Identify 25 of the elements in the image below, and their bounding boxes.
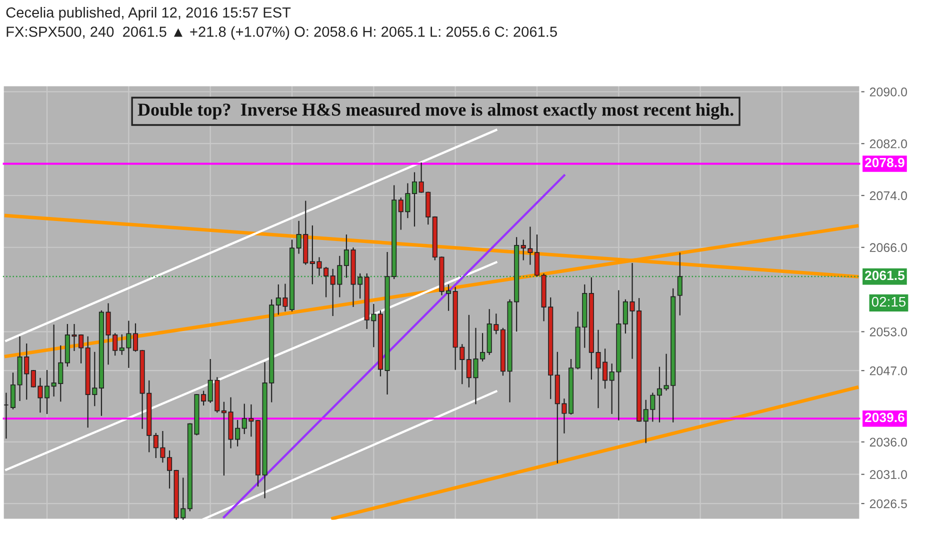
y-tick-label: 2047.0 (870, 366, 908, 376)
candlestick (446, 284, 452, 311)
candlestick (534, 234, 540, 276)
chart-title: Cecelia published, April 12, 2016 15:57 EST (6, 6, 291, 21)
chart-subtitle: FX:SPX500, 240 2061.5 ▲ +21.8 (+1.07%) O: 2058.6 H: 2065.1 L: 2055.6 C: 2061.5 (6, 26, 557, 40)
candlestick (528, 226, 533, 265)
annotation: Double top? Inverse H&S measured move is almost exactly most recent high. (138, 103, 734, 120)
ref-line-label: 2078.9 (864, 158, 904, 168)
text: 02:15 (872, 296, 906, 307)
y-tick-label: 2066.0 (870, 243, 908, 252)
y-tick-label: 2074.0 (870, 191, 908, 200)
ref-line-label: 2039.6 (864, 412, 904, 422)
ref-line-label: 2061.5 (864, 270, 905, 280)
candlestick (656, 366, 662, 422)
y-tick-label: 2026.5 (870, 499, 907, 508)
y-tick-label: 2036.0 (870, 438, 908, 447)
candlestick (166, 450, 172, 489)
candlestick (10, 372, 16, 410)
candlestick (132, 323, 138, 352)
y-tick-label: 2082.0 (870, 139, 908, 148)
y-tick-label: 2031.0 (870, 470, 908, 480)
candlestick (520, 240, 526, 260)
y-tick-label: 2090.0 (870, 88, 908, 96)
candlestick (412, 172, 418, 227)
y-tick-label: 2053.0 (870, 327, 908, 336)
